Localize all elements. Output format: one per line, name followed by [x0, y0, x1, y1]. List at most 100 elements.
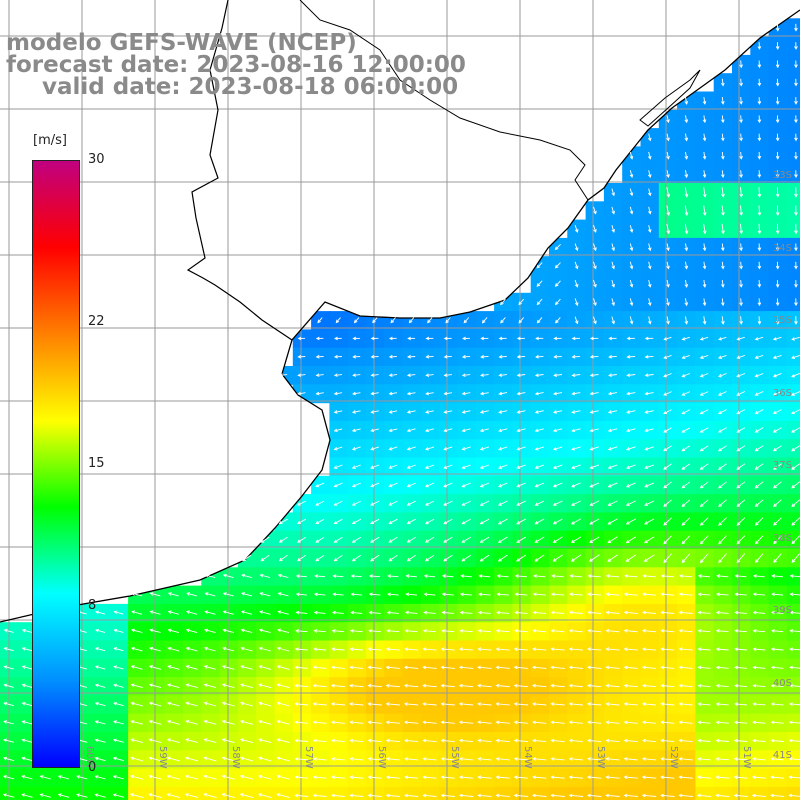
wind-arrow — [294, 683, 309, 688]
wind-cell — [512, 786, 532, 800]
wind-cell — [530, 329, 550, 349]
wind-arrow — [516, 373, 526, 378]
wind-arrow — [94, 720, 106, 725]
wind-cell — [457, 311, 477, 330]
wind-arrow — [739, 151, 743, 160]
wind-arrow — [775, 205, 780, 217]
wind-arrow — [770, 793, 785, 798]
wind-arrow — [721, 261, 725, 270]
wind-arrow — [424, 464, 435, 469]
wind-arrow — [496, 574, 509, 578]
wind-arrow — [791, 427, 800, 433]
wind-arrow — [593, 225, 597, 233]
wind-arrow — [534, 391, 544, 396]
wind-cell — [475, 347, 495, 367]
wind-arrow — [571, 373, 581, 378]
latitude-label: 38S — [773, 533, 792, 544]
wind-arrow — [568, 665, 583, 670]
wind-arrow — [463, 317, 470, 324]
wind-arrow — [754, 354, 764, 359]
wind-arrow — [721, 298, 725, 307]
wind-arrow — [552, 536, 563, 544]
wind-arrow — [757, 151, 762, 160]
wind-arrow — [516, 500, 526, 506]
wind-cell — [402, 420, 422, 440]
wind-arrow — [21, 683, 33, 688]
wind-arrow — [733, 793, 748, 798]
wind-arrow — [605, 647, 620, 651]
wind-cell — [420, 439, 440, 459]
wind-cell — [420, 786, 440, 800]
wind-arrow — [794, 133, 798, 142]
wind-arrow — [459, 647, 474, 651]
wind-arrow — [130, 756, 144, 762]
wind-arrow — [388, 336, 397, 341]
wind-arrow — [148, 774, 162, 780]
wind-cell — [439, 457, 459, 477]
wind-arrow — [641, 757, 657, 761]
wind-arrow — [718, 373, 727, 378]
wind-arrow — [754, 391, 764, 396]
wind-arrow — [641, 628, 657, 633]
wind-cell — [786, 73, 800, 93]
wind-arrow — [21, 793, 33, 798]
wind-arrow — [518, 298, 525, 306]
wind-arrow — [623, 628, 638, 633]
wind-arrow — [684, 279, 689, 288]
wind-arrow — [605, 665, 620, 670]
wind-arrow — [334, 336, 342, 341]
wind-arrow — [477, 757, 492, 761]
wind-arrow — [461, 500, 471, 506]
wind-cell — [366, 366, 385, 385]
wind-arrow — [754, 481, 764, 489]
wind-arrow — [772, 391, 782, 396]
wind-cell — [384, 494, 404, 513]
wind-arrow — [699, 445, 709, 452]
wind-cell — [475, 475, 495, 495]
wind-cell — [329, 475, 349, 495]
wind-cell — [347, 439, 367, 459]
wind-cell — [494, 439, 513, 459]
latitude-label: 37S — [773, 460, 792, 471]
wind-cell — [658, 439, 678, 459]
wind-cell — [512, 512, 532, 532]
wind-cell — [640, 475, 660, 495]
wind-arrow — [571, 336, 581, 341]
wind-arrow — [788, 793, 800, 798]
wind-arrow — [794, 243, 798, 252]
wind-cell — [530, 457, 550, 477]
wind-arrow — [403, 702, 419, 706]
wind-arrow — [660, 592, 675, 597]
wind-cell — [311, 366, 330, 385]
wind-arrow — [258, 628, 271, 634]
wind-arrow — [167, 628, 180, 634]
wind-arrow — [113, 610, 124, 615]
wind-cell — [439, 475, 459, 495]
wind-arrow — [370, 446, 380, 451]
wind-arrow — [734, 610, 747, 615]
wind-cell — [786, 530, 800, 550]
wind-cell — [439, 329, 459, 349]
wind-arrow — [370, 518, 380, 525]
wind-arrow — [278, 373, 288, 377]
wind-cell — [146, 786, 166, 800]
wind-arrow — [422, 738, 437, 743]
wind-cell — [713, 366, 733, 385]
wind-arrow — [498, 373, 507, 378]
wind-arrow — [623, 793, 638, 798]
wind-arrow — [258, 793, 272, 799]
wind-arrow — [39, 793, 51, 798]
wind-arrow — [388, 428, 398, 433]
wind-arrow — [113, 701, 124, 707]
wind-arrow — [352, 373, 361, 377]
wind-arrow — [775, 316, 780, 325]
wind-arrow — [353, 317, 360, 324]
wind-arrow — [607, 410, 618, 414]
wind-cell — [768, 457, 788, 477]
wind-arrow — [461, 391, 471, 396]
wind-cell — [329, 786, 349, 800]
wind-arrow — [644, 536, 655, 544]
wind-arrow — [130, 646, 143, 652]
wind-arrow — [258, 738, 272, 744]
wind-arrow — [770, 683, 784, 688]
